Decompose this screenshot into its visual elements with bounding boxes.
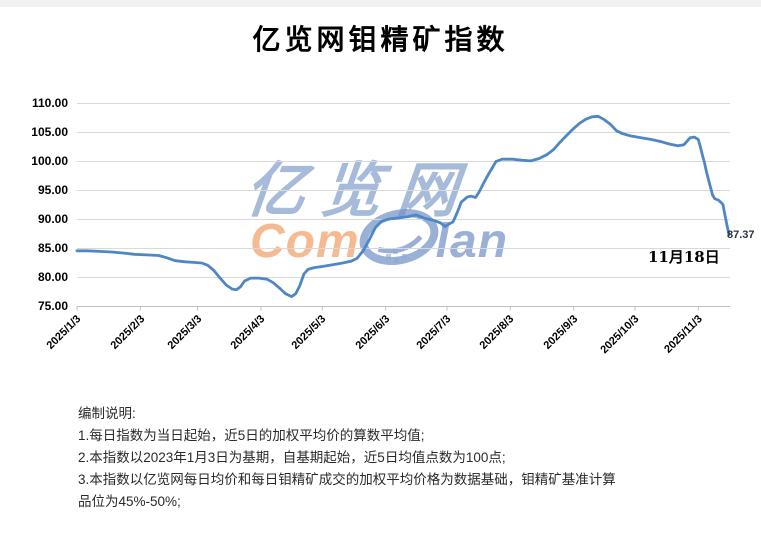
y-axis-tick-label: 110.00 bbox=[31, 95, 68, 110]
y-axis-tick-label: 75.00 bbox=[37, 298, 68, 313]
y-axis-tick-label: 100.00 bbox=[31, 153, 68, 168]
notes-heading: 编制说明: bbox=[78, 406, 136, 421]
chart-title: 亿览网钼精矿指数 bbox=[252, 24, 509, 55]
y-axis-tick-label: 105.00 bbox=[31, 124, 68, 139]
y-axis-tick-label: 85.00 bbox=[37, 240, 68, 255]
y-axis-tick-label: 95.00 bbox=[37, 182, 68, 197]
date-annotation: 11月18日 bbox=[648, 248, 720, 266]
note-line-1: 1.每日指数为当日起始，近5日的加权平均价的算数平均值; bbox=[78, 428, 425, 443]
y-axis-tick-label: 90.00 bbox=[37, 211, 68, 226]
window-top-strip bbox=[0, 0, 761, 7]
notes-section: 编制说明: 1.每日指数为当日起始，近5日的加权平均价的算数平均值; 2.本指数… bbox=[78, 403, 708, 513]
note-line-4: 品位为45%-50%; bbox=[78, 494, 181, 509]
note-line-3: 3.本指数以亿览网每日均价和每日钼精矿成交的加权平均价格为数据基础，钼精矿基准计… bbox=[78, 472, 616, 487]
y-axis-tick-label: 80.00 bbox=[37, 269, 68, 284]
last-value-data-label: 87.37 bbox=[727, 228, 755, 241]
note-line-2: 2.本指数以2023年1月3日为基期，自基期起始，近5日均值点数为100点; bbox=[78, 450, 506, 465]
